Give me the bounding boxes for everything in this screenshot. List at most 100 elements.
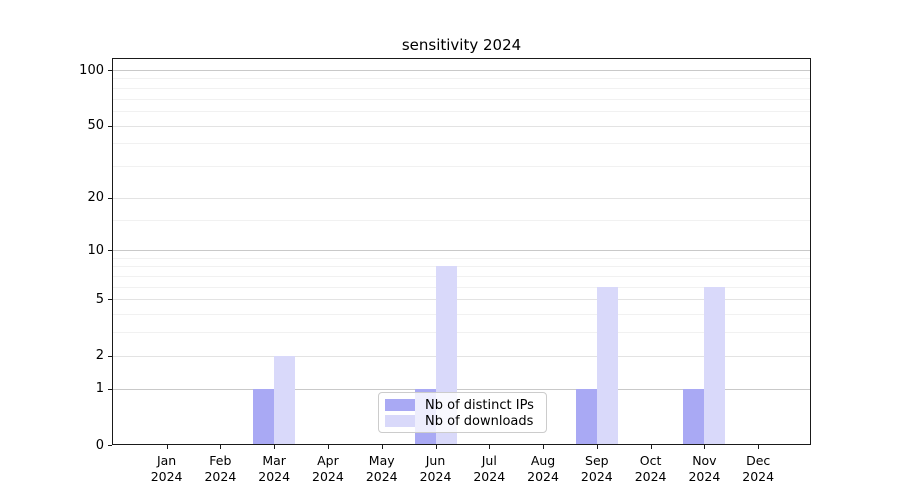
x-tick-year: 2024 — [634, 469, 667, 484]
gridline — [113, 165, 810, 167]
x-tick-month: Apr — [317, 453, 339, 468]
y-tick-label: 2 — [95, 348, 104, 364]
gridline — [113, 70, 810, 71]
bar-nb-of-downloads-sep — [596, 286, 618, 444]
x-tick-mark — [650, 445, 652, 449]
x-tick-year: 2024 — [150, 469, 183, 484]
x-tick-month: Jan — [156, 453, 177, 468]
x-tick-month: May — [368, 453, 395, 468]
gridline — [113, 197, 810, 199]
x-tick-mark — [489, 445, 491, 449]
y-tick-mark — [108, 197, 112, 199]
bar-nb-of-distinct-ips-mar — [253, 388, 275, 444]
x-tick-year: 2024 — [419, 469, 452, 484]
x-tick-label-jan: Jan 2024 — [139, 453, 195, 485]
x-tick-year: 2024 — [258, 469, 291, 484]
legend-label-downloads: Nb of downloads — [425, 413, 534, 429]
x-tick-label-jul: Jul 2024 — [461, 453, 517, 485]
y-tick-label: 1 — [95, 381, 104, 397]
gridline — [113, 110, 810, 112]
x-tick-mark — [166, 445, 168, 449]
y-tick-mark — [108, 125, 112, 127]
x-tick-label-may: May 2024 — [354, 453, 410, 485]
gridline — [113, 388, 810, 390]
gridline — [113, 355, 810, 357]
legend-swatch-distinct-ips — [385, 399, 415, 411]
x-tick-label-feb: Feb 2024 — [192, 453, 248, 485]
x-tick-month: Nov — [692, 453, 717, 468]
x-tick-mark — [543, 445, 545, 449]
y-tick-label: 50 — [87, 118, 104, 134]
x-tick-mark — [435, 445, 437, 449]
y-tick-mark — [108, 250, 112, 252]
gridline — [113, 257, 810, 259]
bar-nb-of-distinct-ips-nov — [683, 388, 705, 444]
x-tick-month: Jun — [425, 453, 446, 468]
y-tick-label: 0 — [95, 437, 104, 453]
x-tick-label-nov: Nov 2024 — [676, 453, 732, 485]
x-tick-month: Aug — [530, 453, 556, 468]
gridline — [113, 143, 810, 145]
legend-swatch-downloads — [385, 415, 415, 427]
x-tick-month: Feb — [209, 453, 232, 468]
gridline — [113, 276, 810, 278]
gridline — [113, 299, 810, 301]
x-tick-mark — [596, 445, 598, 449]
x-tick-year: 2024 — [312, 469, 344, 484]
y-tick-label: 20 — [87, 190, 104, 206]
x-tick-year: 2024 — [365, 469, 398, 484]
y-tick-mark — [108, 388, 112, 390]
legend: Nb of distinct IPs Nb of downloads — [378, 392, 547, 433]
gridline — [113, 87, 810, 89]
plot-area — [112, 58, 811, 445]
x-tick-month: Dec — [746, 453, 771, 468]
x-tick-mark — [220, 445, 222, 449]
bar-nb-of-downloads-mar — [274, 355, 296, 444]
x-tick-mark — [327, 445, 329, 449]
gridline — [113, 250, 810, 252]
gridline — [113, 219, 810, 221]
y-tick-mark — [108, 445, 112, 446]
x-tick-label-apr: Apr 2024 — [300, 453, 356, 485]
gridline — [113, 266, 810, 268]
x-tick-month: Sep — [585, 453, 609, 468]
x-tick-label-mar: Mar 2024 — [246, 453, 302, 485]
y-tick-mark — [108, 299, 112, 301]
bar-nb-of-downloads-nov — [704, 286, 726, 444]
bar-nb-of-distinct-ips-sep — [575, 388, 597, 444]
y-tick-label: 5 — [95, 291, 104, 307]
chart-title: sensitivity 2024 — [401, 36, 522, 54]
x-tick-month: Oct — [639, 453, 662, 468]
x-tick-year: 2024 — [580, 469, 613, 484]
legend-label-distinct-ips: Nb of distinct IPs — [425, 397, 534, 413]
x-tick-year: 2024 — [688, 469, 721, 484]
x-tick-year: 2024 — [473, 469, 506, 484]
y-tick-label: 10 — [87, 242, 104, 258]
x-tick-year: 2024 — [742, 469, 775, 484]
gridline — [113, 286, 810, 288]
x-tick-year: 2024 — [204, 469, 237, 484]
y-tick-label: 100 — [79, 62, 104, 78]
x-tick-label-sep: Sep 2024 — [569, 453, 625, 485]
legend-item-downloads: Nb of downloads — [385, 413, 538, 429]
gridline — [113, 78, 810, 80]
y-tick-mark — [108, 355, 112, 357]
x-tick-mark — [381, 445, 383, 449]
x-tick-month: Mar — [262, 453, 286, 468]
x-tick-label-jun: Jun 2024 — [408, 453, 464, 485]
x-tick-month: Jul — [481, 453, 497, 468]
x-tick-mark — [704, 445, 706, 449]
legend-item-distinct-ips: Nb of distinct IPs — [385, 397, 538, 413]
gridline — [113, 314, 810, 316]
gridline — [113, 332, 810, 334]
x-tick-mark — [274, 445, 276, 449]
gridline — [113, 98, 810, 100]
x-tick-year: 2024 — [527, 469, 559, 484]
y-tick-mark — [108, 70, 112, 71]
x-tick-mark — [758, 445, 760, 449]
x-tick-label-dec: Dec 2024 — [730, 453, 786, 485]
x-tick-label-aug: Aug 2024 — [515, 453, 571, 485]
gridline — [113, 125, 810, 127]
x-tick-label-oct: Oct 2024 — [623, 453, 679, 485]
